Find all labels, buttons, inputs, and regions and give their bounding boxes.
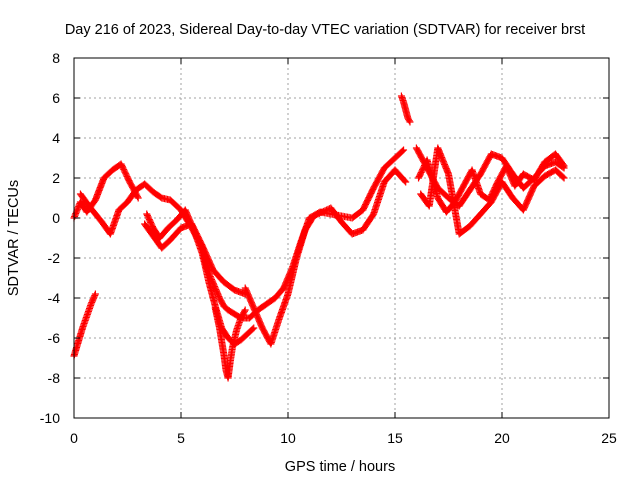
data-markers — [70, 92, 568, 382]
y-tick-label: 2 — [52, 170, 60, 186]
data-point — [398, 147, 406, 155]
series-midday — [241, 166, 410, 348]
y-tick-label: 6 — [52, 90, 60, 106]
x-tick-label: 25 — [601, 430, 617, 446]
chart-title: Day 216 of 2023, Sidereal Day-to-day VTE… — [65, 22, 585, 38]
series-deep-drop — [211, 304, 249, 382]
data-point — [240, 307, 248, 315]
data-point — [560, 162, 568, 170]
x-tick-label: 10 — [280, 430, 296, 446]
y-tick-label: -6 — [48, 330, 61, 346]
data-point — [402, 178, 410, 186]
series-spike — [397, 92, 414, 126]
series-arc-d — [141, 220, 249, 298]
data-point — [91, 291, 99, 299]
data-point — [560, 174, 568, 182]
y-tick-label: 0 — [52, 210, 60, 226]
x-axis-label: GPS time / hours — [285, 459, 395, 475]
plot-frame — [73, 57, 610, 419]
y-tick-label: 4 — [52, 130, 60, 146]
data-point — [250, 324, 258, 332]
x-tick-label: 20 — [494, 430, 510, 446]
x-tick-label: 15 — [387, 430, 403, 446]
data-point — [133, 193, 141, 201]
data-point — [134, 194, 142, 202]
y-tick-label: -10 — [40, 410, 60, 426]
data-point — [241, 306, 249, 314]
data-point — [405, 117, 413, 125]
data-point — [249, 325, 257, 333]
x-tick-label: 0 — [70, 430, 78, 446]
series-late-c — [415, 150, 568, 216]
y-tick-label: -8 — [48, 370, 61, 386]
x-tick-label: 5 — [177, 430, 185, 446]
data-point — [559, 161, 567, 169]
y-tick-label: -4 — [48, 290, 61, 306]
y-axis-label: SDTVAR / TECUs — [6, 180, 22, 296]
data-point — [406, 118, 414, 126]
y-tick-label: -2 — [48, 250, 61, 266]
data-point — [400, 146, 408, 154]
data-point — [401, 177, 409, 185]
y-tick-label: 8 — [52, 50, 60, 66]
axis-ticks: 0 5 10 15 20 25 -10 -8 -6 -4 -2 0 2 4 6 8 — [40, 50, 617, 446]
data-point — [91, 290, 99, 298]
series-early-dropout — [70, 290, 99, 360]
data-point — [559, 173, 567, 181]
